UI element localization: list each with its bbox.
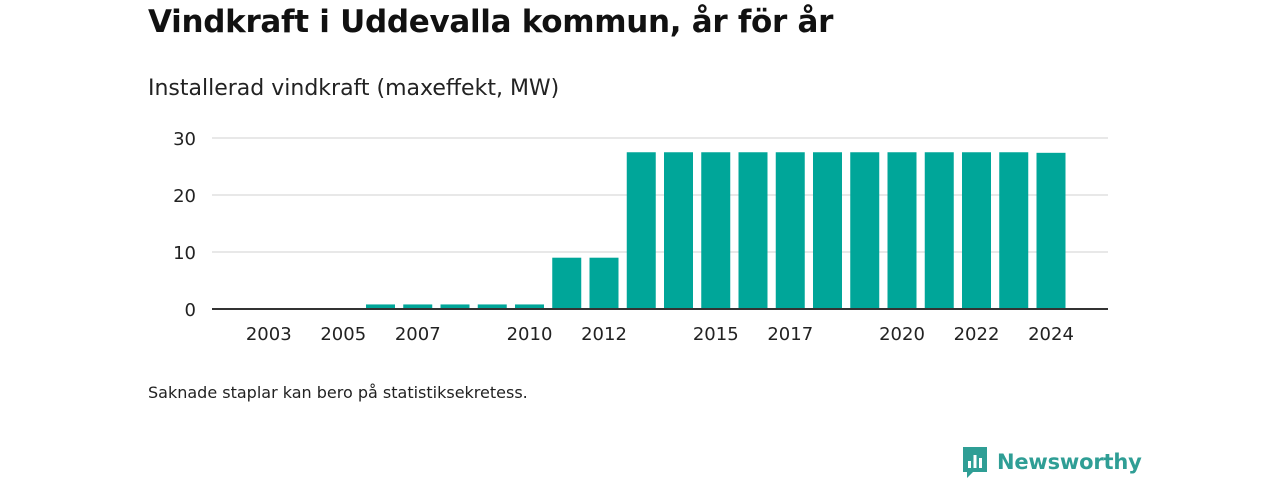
bar-2018	[813, 152, 842, 309]
bar-2013	[626, 152, 656, 309]
x-tick-label: 2003	[246, 324, 292, 345]
chart-title: Vindkraft i Uddevalla kommun, år för år	[148, 4, 834, 40]
x-tick-label: 2022	[954, 324, 1000, 345]
x-tick-label: 2005	[320, 324, 366, 345]
bar-2024	[1036, 152, 1066, 309]
bar-2019	[850, 152, 880, 309]
bar-2020	[887, 152, 917, 309]
newsworthy-logo-icon	[963, 447, 987, 478]
brand-name: Newsworthy	[997, 450, 1142, 474]
bars	[366, 152, 1066, 309]
bar-2014	[664, 152, 693, 309]
x-tick-label: 2024	[1028, 324, 1074, 345]
bar-2008	[440, 304, 470, 309]
bar-2016	[738, 152, 768, 309]
bar-2015	[701, 152, 731, 309]
chart-subtitle: Installerad vindkraft (maxeffekt, MW)	[148, 76, 560, 101]
bar-2011	[552, 257, 582, 309]
bar-2007	[403, 304, 433, 309]
bar-2022	[962, 152, 991, 309]
x-tick-label: 2020	[879, 324, 925, 345]
bar-2010	[515, 304, 544, 309]
x-tick-label: 2007	[395, 324, 441, 345]
bar-2023	[999, 152, 1029, 309]
bar-2021	[924, 152, 954, 309]
bar-2017	[775, 152, 805, 309]
bar-2012	[589, 257, 619, 309]
y-tick-label: 20	[173, 186, 196, 207]
x-tick-label: 2015	[693, 324, 739, 345]
bar-2009	[477, 304, 507, 309]
x-tick-label: 2012	[581, 324, 627, 345]
brand-logo[interactable]: Newsworthy	[961, 445, 1142, 479]
x-tick-label: 2017	[767, 324, 813, 345]
bar-2006	[366, 304, 395, 309]
x-axis-labels: 2003 2005 2007 2010 2012 2015 2017 2020 2022 2024	[246, 324, 1074, 345]
y-tick-label: 0	[185, 300, 196, 321]
y-tick-label: 30	[173, 129, 196, 150]
footnote: Saknade staplar kan bero på statistiksek…	[148, 383, 528, 402]
y-axis-labels: 0 10 20 30	[173, 129, 196, 321]
x-tick-label: 2010	[507, 324, 553, 345]
y-tick-label: 10	[173, 243, 196, 264]
gridlines	[212, 137, 1108, 253]
